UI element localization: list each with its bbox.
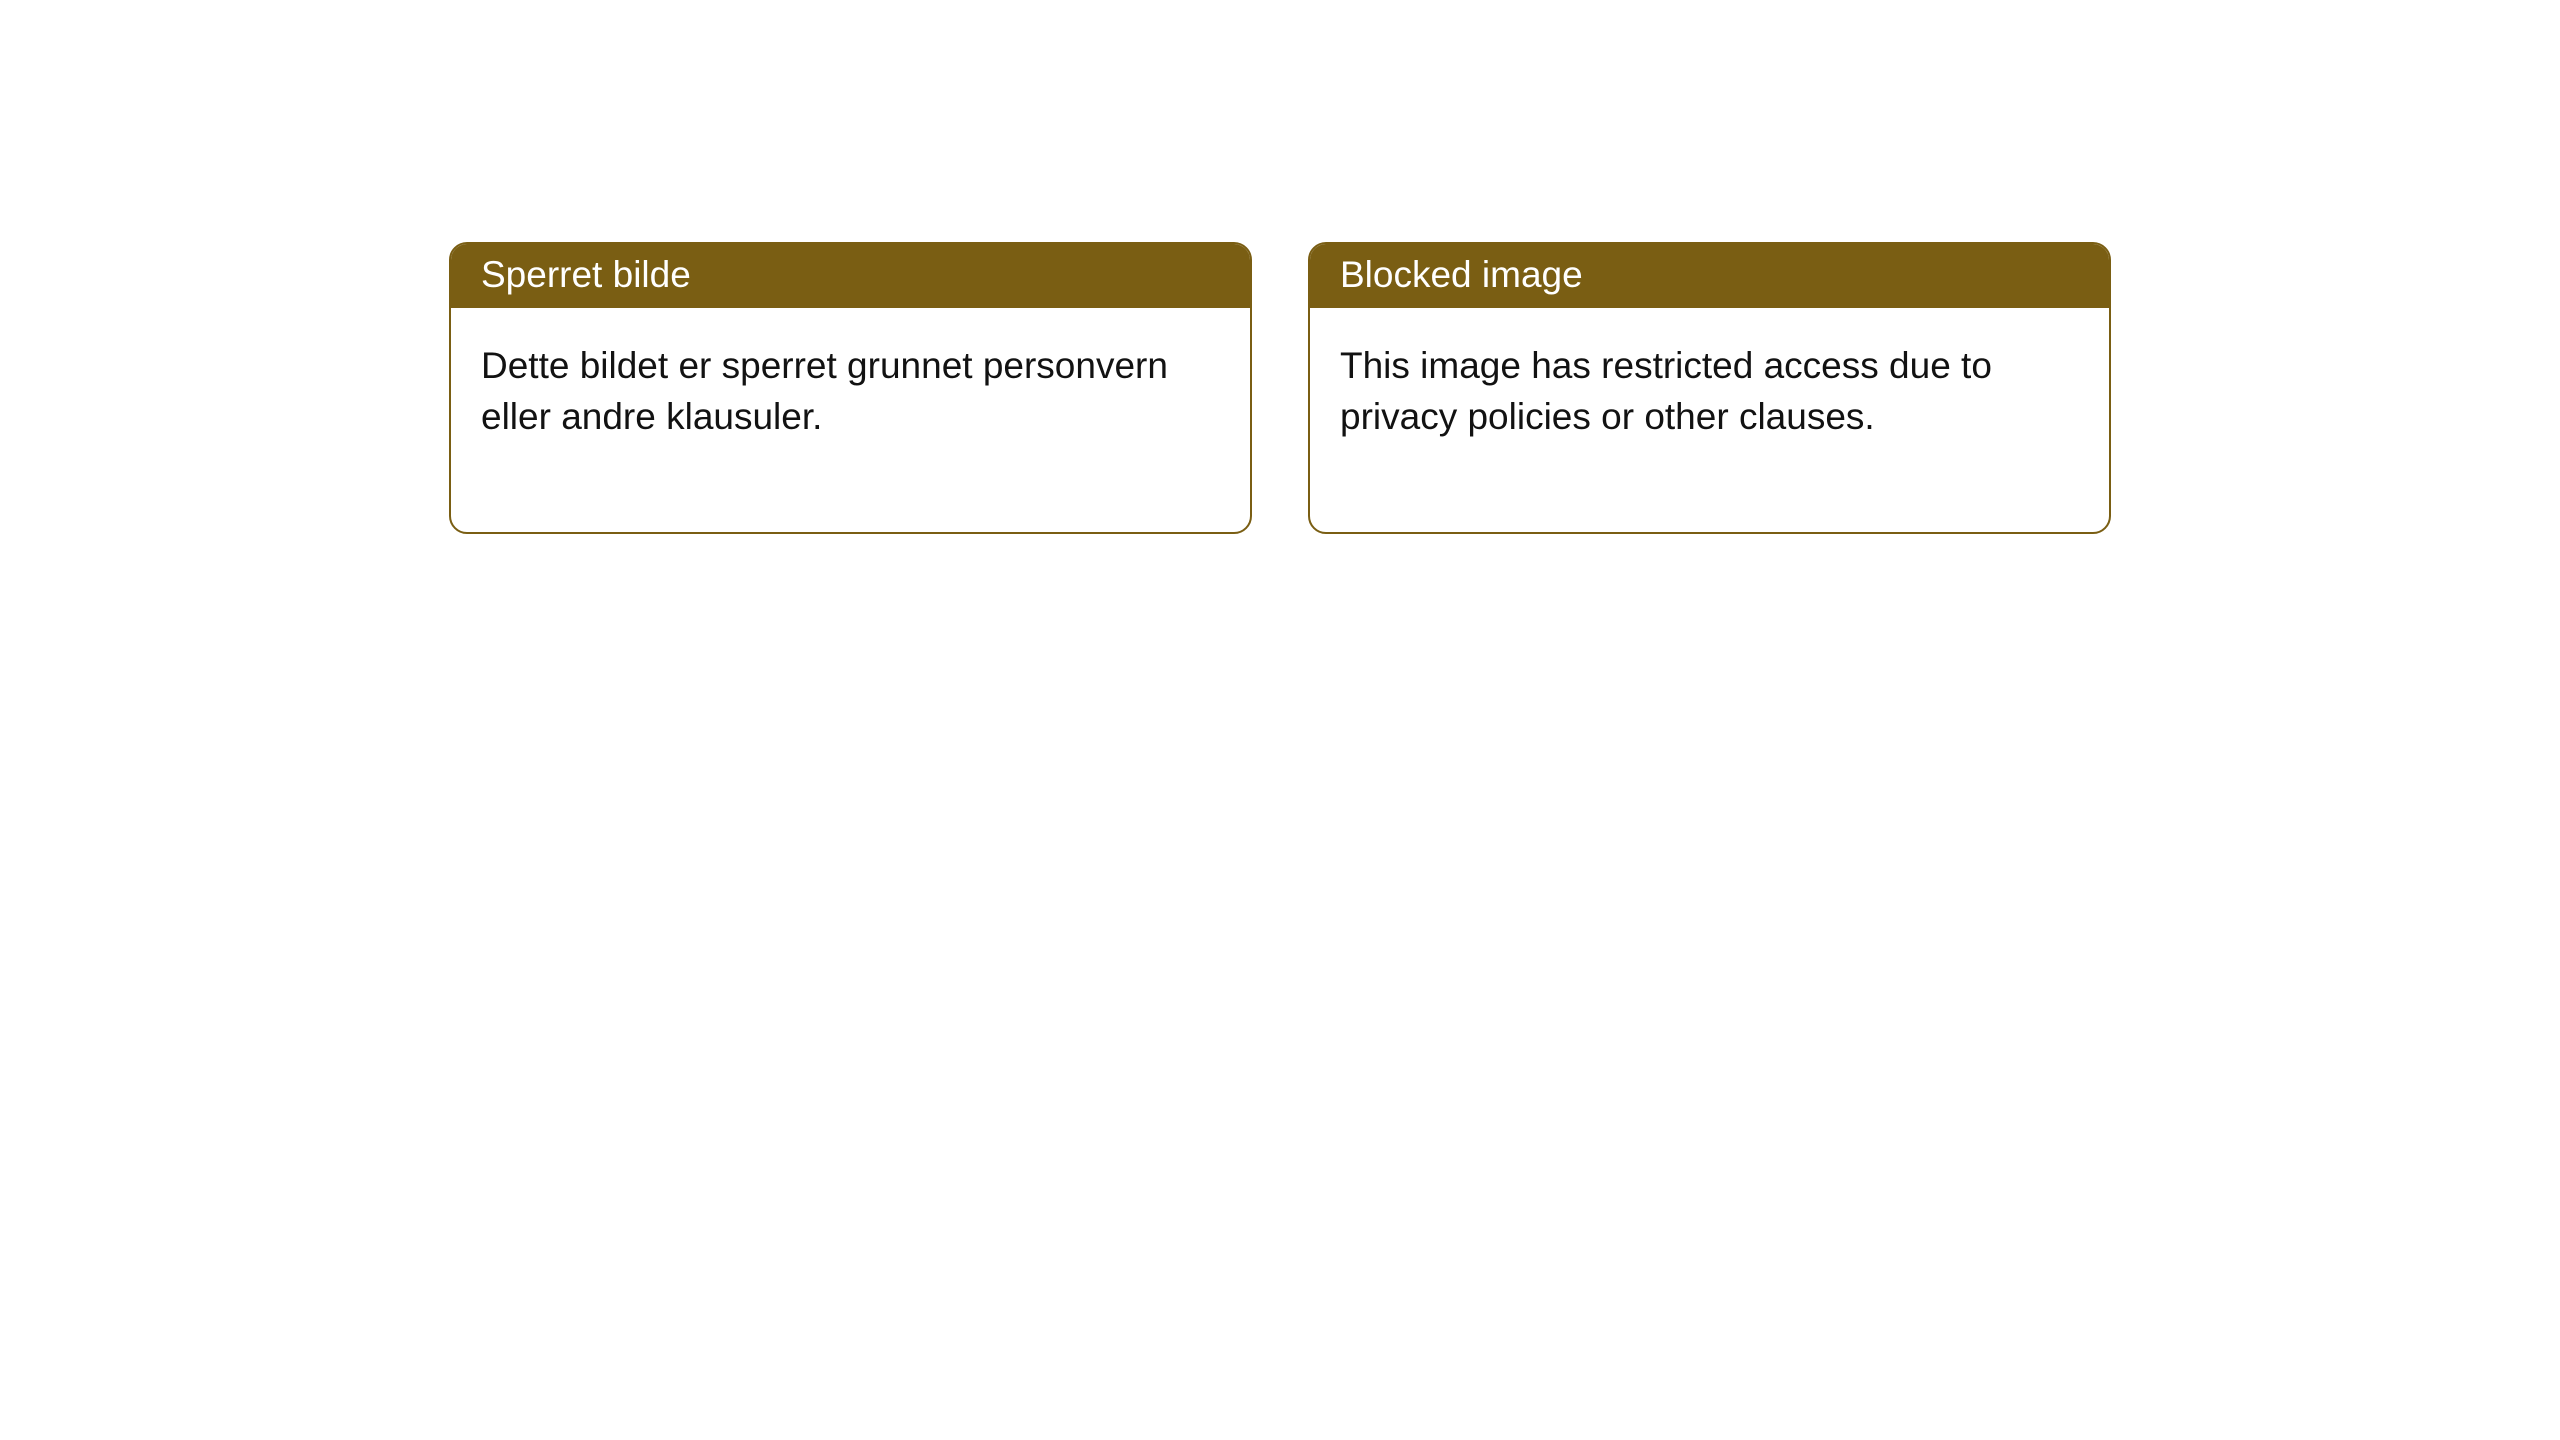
card-title: Blocked image	[1340, 254, 1583, 295]
card-body-text: Dette bildet er sperret grunnet personve…	[481, 345, 1168, 437]
card-body: Dette bildet er sperret grunnet personve…	[451, 308, 1250, 532]
card-header: Sperret bilde	[451, 244, 1250, 308]
card-title: Sperret bilde	[481, 254, 691, 295]
card-body-text: This image has restricted access due to …	[1340, 345, 1992, 437]
notice-container: Sperret bilde Dette bildet er sperret gr…	[0, 0, 2560, 534]
card-header: Blocked image	[1310, 244, 2109, 308]
notice-card-english: Blocked image This image has restricted …	[1308, 242, 2111, 534]
notice-card-norwegian: Sperret bilde Dette bildet er sperret gr…	[449, 242, 1252, 534]
card-body: This image has restricted access due to …	[1310, 308, 2109, 532]
